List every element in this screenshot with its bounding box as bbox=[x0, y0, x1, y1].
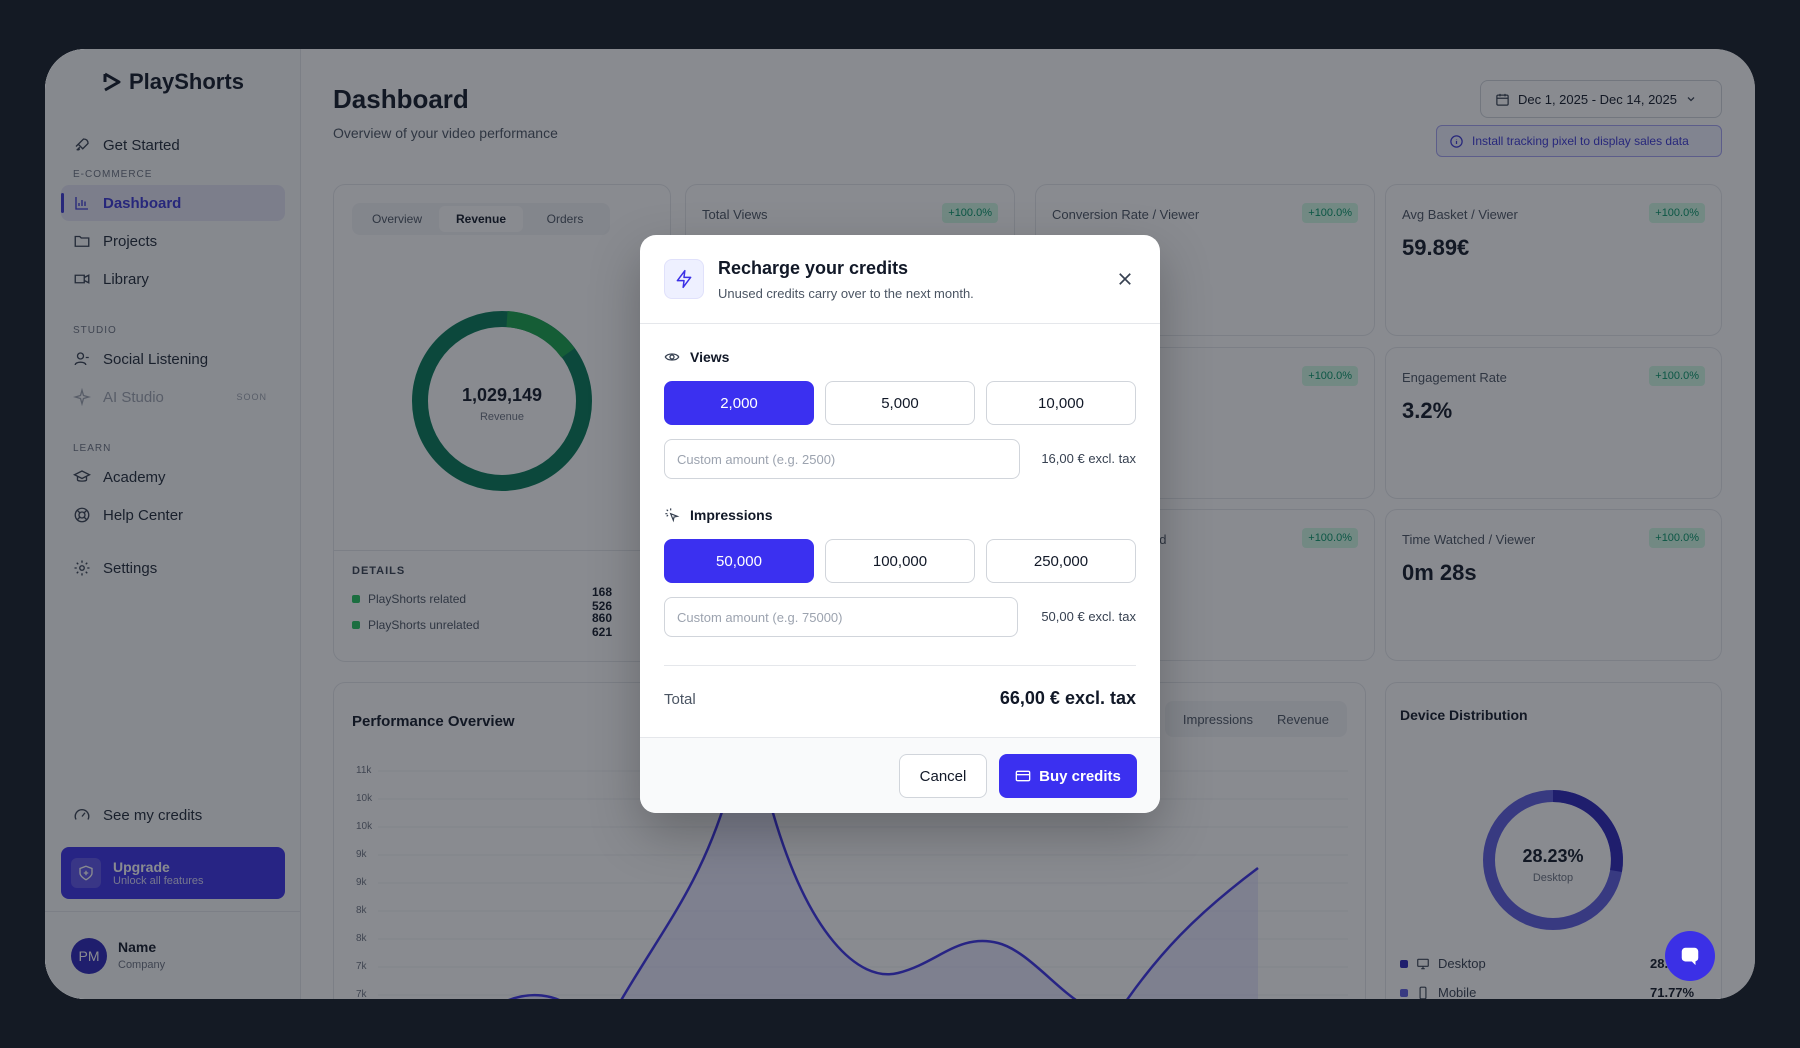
impressions-section-header: Impressions bbox=[664, 507, 772, 523]
credit-card-icon bbox=[1015, 770, 1031, 782]
cursor-click-icon bbox=[665, 508, 680, 523]
eye-icon bbox=[664, 353, 680, 361]
total-label: Total bbox=[664, 691, 696, 708]
buy-credits-button[interactable]: Buy credits bbox=[999, 754, 1137, 798]
impressions-option-250000[interactable]: 250,000 bbox=[986, 539, 1136, 583]
views-price: 16,00 € excl. tax bbox=[1041, 451, 1136, 466]
impressions-option-50000[interactable]: 50,000 bbox=[664, 539, 814, 583]
views-option-5000[interactable]: 5,000 bbox=[825, 381, 975, 425]
views-option-2000[interactable]: 2,000 bbox=[664, 381, 814, 425]
cancel-button[interactable]: Cancel bbox=[899, 754, 987, 798]
buy-credits-label: Buy credits bbox=[1039, 767, 1121, 785]
close-icon[interactable] bbox=[1116, 270, 1134, 288]
dialog-title: Recharge your credits bbox=[718, 258, 909, 278]
chat-bubble-icon bbox=[1681, 947, 1699, 966]
dialog-subtitle: Unused credits carry over to the next mo… bbox=[718, 286, 974, 301]
views-custom-amount-input[interactable] bbox=[664, 439, 1020, 479]
views-label: Views bbox=[690, 349, 730, 365]
impressions-custom-amount-input[interactable] bbox=[664, 597, 1018, 637]
dialog-footer: Cancel Buy credits bbox=[640, 737, 1160, 813]
views-section-header: Views bbox=[664, 349, 729, 365]
views-option-10000[interactable]: 10,000 bbox=[986, 381, 1136, 425]
recharge-credits-dialog: Recharge your credits Unused credits car… bbox=[640, 235, 1160, 813]
lightning-icon bbox=[664, 259, 704, 299]
impressions-price: 50,00 € excl. tax bbox=[1041, 609, 1136, 624]
divider bbox=[640, 323, 1160, 324]
chat-button[interactable] bbox=[1665, 931, 1715, 981]
total-value: 66,00 € excl. tax bbox=[999, 688, 1136, 708]
impressions-option-100000[interactable]: 100,000 bbox=[825, 539, 975, 583]
impressions-label: Impressions bbox=[690, 507, 773, 523]
divider bbox=[664, 665, 1136, 666]
